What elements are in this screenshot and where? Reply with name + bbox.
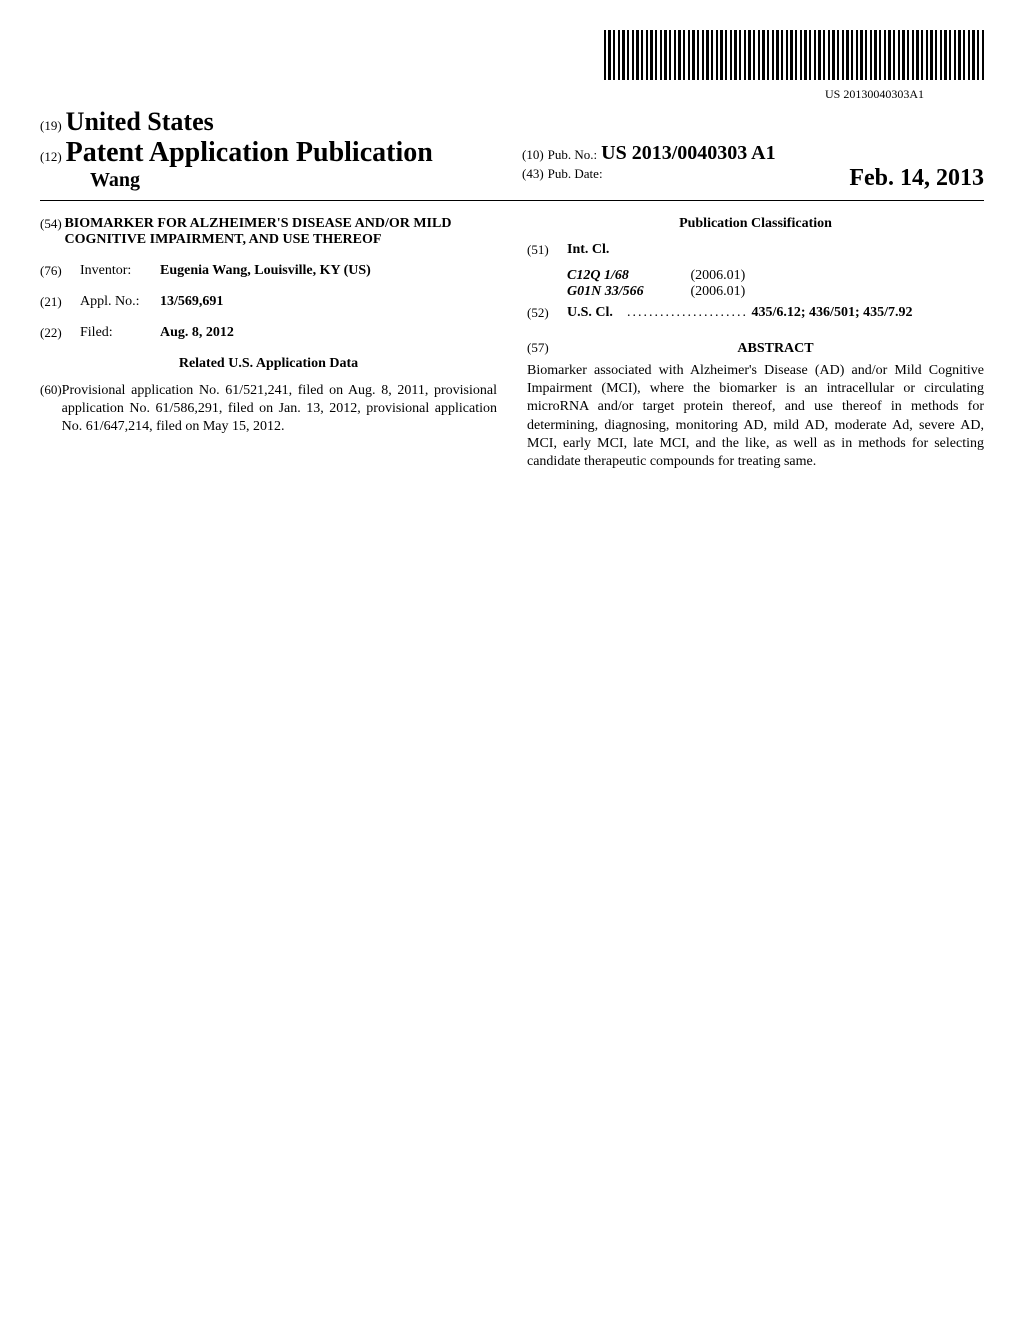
right-header: (10) Pub. No.: US 2013/0040303 A1 (43) P… <box>502 142 984 192</box>
provisional-field: (60) Provisional application No. 61/521,… <box>40 382 497 437</box>
inventor-field: (76) Inventor: Eugenia Wang, Louisville,… <box>40 263 497 279</box>
content-columns: (54) BIOMARKER FOR ALZHEIMER'S DISEASE A… <box>40 216 984 471</box>
pub-no-num: (10) <box>522 147 544 162</box>
appl-num: (21) <box>40 294 80 310</box>
pub-type-num: (12) <box>40 149 62 164</box>
appl-field: (21) Appl. No.: 13/569,691 <box>40 294 497 310</box>
filed-num: (22) <box>40 325 80 341</box>
right-column: Publication Classification (51) Int. Cl.… <box>527 216 984 471</box>
appl-value: 13/569,691 <box>160 294 497 310</box>
barcode-section: US 20130040303A1 <box>40 30 984 102</box>
inventor-value: Eugenia Wang, Louisville, KY (US) <box>160 263 497 279</box>
abstract-header: ABSTRACT <box>567 341 984 357</box>
title-field: (54) BIOMARKER FOR ALZHEIMER'S DISEASE A… <box>40 216 497 248</box>
pub-no-label: Pub. No.: <box>548 147 597 162</box>
int-cl-2-year: (2006.01) <box>691 284 746 299</box>
left-column: (54) BIOMARKER FOR ALZHEIMER'S DISEASE A… <box>40 216 497 471</box>
us-cl-value: 435/6.12; 436/501; 435/7.92 <box>752 305 913 320</box>
divider <box>40 200 984 201</box>
country-line: (19) United States <box>40 107 502 137</box>
us-cl-field: (52) U.S. Cl. ...................... 435… <box>527 305 984 321</box>
filed-label: Filed: <box>80 325 160 341</box>
filed-field: (22) Filed: Aug. 8, 2012 <box>40 325 497 341</box>
appl-label: Appl. No.: <box>80 294 160 310</box>
barcode-graphic <box>604 30 984 80</box>
provisional-text: Provisional application No. 61/521,241, … <box>62 382 497 437</box>
pub-date-num: (43) <box>522 166 544 181</box>
inventor-num: (76) <box>40 263 80 279</box>
filed-value: Aug. 8, 2012 <box>160 325 497 341</box>
pub-type-line: (12) Patent Application Publication <box>40 137 502 169</box>
pub-date-value: Feb. 14, 2013 <box>849 165 984 192</box>
classification-header: Publication Classification <box>527 216 984 232</box>
related-header: Related U.S. Application Data <box>40 356 497 372</box>
pub-type-label: Patent Application Publication <box>66 137 433 168</box>
author-name: Wang <box>40 169 502 192</box>
int-cl-label: Int. Cl. <box>567 242 609 258</box>
provisional-num: (60) <box>40 382 62 437</box>
abstract-num: (57) <box>527 340 567 356</box>
title-num: (54) <box>40 216 64 248</box>
pub-date-label: Pub. Date: <box>548 166 603 181</box>
pub-no-value: US 2013/0040303 A1 <box>601 142 775 164</box>
int-cl-1: C12Q 1/68 (2006.01) <box>527 268 984 284</box>
pub-no-line: (10) Pub. No.: US 2013/0040303 A1 <box>522 142 984 165</box>
int-cl-num: (51) <box>527 242 567 258</box>
pub-date-line: (43) Pub. Date: Feb. 14, 2013 <box>522 165 984 183</box>
title-text: BIOMARKER FOR ALZHEIMER'S DISEASE AND/OR… <box>64 216 497 248</box>
header-row: (19) United States (12) Patent Applicati… <box>40 107 984 192</box>
country-num: (19) <box>40 118 62 133</box>
abstract-text: Biomarker associated with Alzheimer's Di… <box>527 362 984 471</box>
us-cl-dots-wrap: ...................... 435/6.12; 436/501… <box>627 305 984 321</box>
int-cl-1-code: C12Q 1/68 <box>567 268 687 284</box>
int-cl-field: (51) Int. Cl. <box>527 242 984 258</box>
int-cl-2: G01N 33/566 (2006.01) <box>527 284 984 300</box>
int-cl-1-year: (2006.01) <box>691 268 746 283</box>
us-cl-label: U.S. Cl. <box>567 305 627 321</box>
int-cl-2-code: G01N 33/566 <box>567 284 687 300</box>
us-cl-dots: ...................... <box>627 305 748 320</box>
barcode-text: US 20130040303A1 <box>40 87 984 102</box>
abstract-header-row: (57) ABSTRACT <box>527 331 984 362</box>
inventor-label: Inventor: <box>80 263 160 279</box>
country-label: United States <box>66 107 214 136</box>
us-cl-num: (52) <box>527 305 567 321</box>
left-header: (19) United States (12) Patent Applicati… <box>40 107 502 192</box>
